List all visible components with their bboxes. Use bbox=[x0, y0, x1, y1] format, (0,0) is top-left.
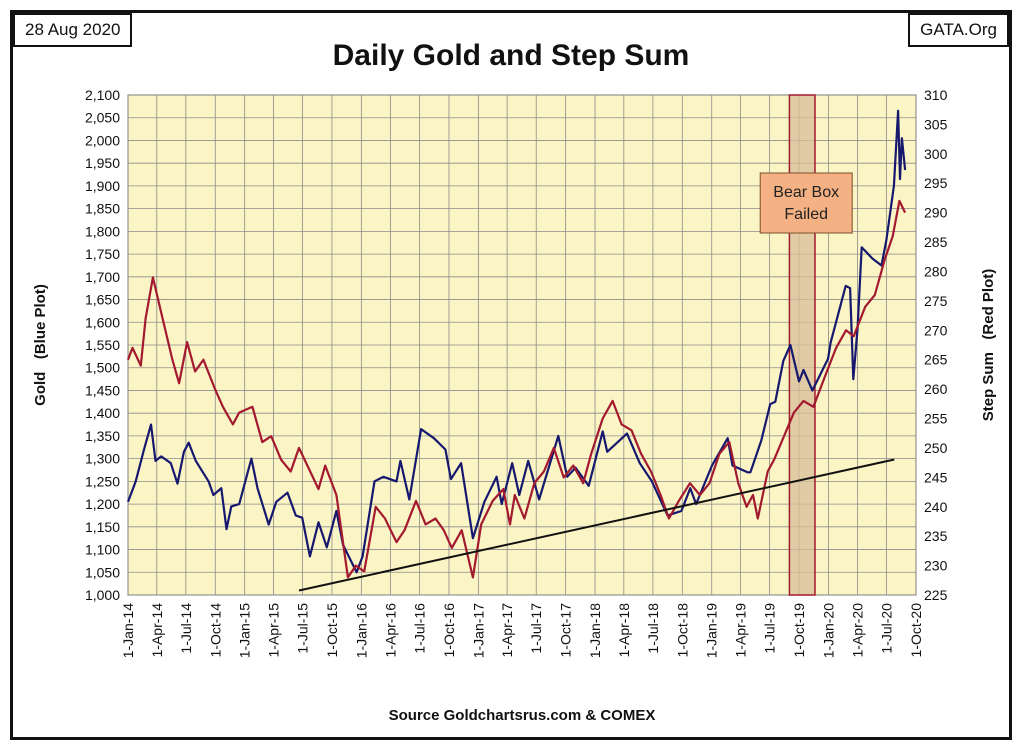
x-tick-label: 1-Jul-16 bbox=[412, 603, 428, 654]
step-sum-series-line bbox=[126, 199, 907, 579]
tick-labels: 1,000 1,050 1,100 1,150 1,200 1,250 1,300 1,350… bbox=[85, 87, 948, 658]
bear-box-annotation-line-1: Bear Box bbox=[773, 184, 839, 201]
trend-line bbox=[298, 458, 895, 592]
y-tick-label-right: 250 bbox=[924, 440, 948, 456]
x-tick-label: 1-Jul-18 bbox=[645, 603, 661, 654]
y-tick-label-left: 1,800 bbox=[85, 223, 120, 239]
x-tick-label: 1-Jul-17 bbox=[528, 603, 544, 654]
y-tick-label-right: 295 bbox=[924, 175, 948, 191]
x-tick-label: 1-Oct-16 bbox=[441, 603, 457, 658]
y-tick-label-right: 305 bbox=[924, 116, 948, 132]
y-tick-label-right: 240 bbox=[924, 499, 948, 515]
y-tick-label-left: 1,100 bbox=[85, 542, 120, 558]
gold-series-line bbox=[126, 109, 907, 574]
y-tick-label-right: 230 bbox=[924, 558, 948, 574]
y-tick-label-right: 225 bbox=[924, 587, 948, 603]
x-tick-label: 1-Apr-14 bbox=[149, 603, 165, 658]
x-tick-label: 1-Oct-18 bbox=[674, 603, 690, 658]
y-tick-label-left: 2,100 bbox=[85, 87, 120, 103]
y-tick-label-left: 1,350 bbox=[85, 428, 120, 444]
y-tick-label-right: 300 bbox=[924, 146, 948, 162]
x-tick-label: 1-Apr-17 bbox=[499, 603, 515, 658]
date-label: 28 Aug 2020 bbox=[13, 13, 133, 47]
y-tick-label-right: 245 bbox=[924, 469, 948, 485]
y-tick-label-right: 270 bbox=[924, 322, 948, 338]
bear-box-span bbox=[788, 94, 816, 596]
y-tick-label-right: 260 bbox=[924, 381, 948, 397]
y-tick-label-left: 1,300 bbox=[85, 451, 120, 467]
y-tick-label-left: 1,750 bbox=[85, 246, 120, 262]
bear-box-shading bbox=[788, 94, 816, 596]
y-tick-label-left: 1,700 bbox=[85, 269, 120, 285]
y-tick-label-left: 1,150 bbox=[85, 519, 120, 535]
y-tick-label-right: 275 bbox=[924, 293, 948, 309]
y-tick-label-left: 1,950 bbox=[85, 155, 120, 171]
bear-box-annotation-box bbox=[759, 172, 853, 234]
series-layer bbox=[126, 109, 907, 592]
y-tick-label-left: 1,600 bbox=[85, 314, 120, 330]
y-tick-label-right: 235 bbox=[924, 528, 948, 544]
y-tick-label-left: 1,550 bbox=[85, 337, 120, 353]
x-tick-label: 1-Oct-20 bbox=[908, 603, 924, 658]
y-tick-label-left: 1,650 bbox=[85, 292, 120, 308]
x-tick-label: 1-Apr-15 bbox=[265, 603, 281, 658]
site-label: GATA.Org bbox=[908, 13, 1009, 47]
x-tick-label: 1-Jan-19 bbox=[704, 603, 720, 658]
x-tick-label: 1-Oct-15 bbox=[324, 603, 340, 658]
y-axis-label-right: Step Sum (Red Plot) bbox=[980, 269, 997, 422]
y-tick-label-right: 310 bbox=[924, 87, 948, 103]
x-tick-label: 1-Jul-20 bbox=[879, 603, 895, 654]
y-tick-label-right: 280 bbox=[924, 263, 948, 279]
chart-frame: Daily Gold and Step Sum 1,000 1,050 1,100 1… bbox=[10, 10, 1012, 740]
x-tick-label: 1-Jan-16 bbox=[353, 603, 369, 658]
y-axis-label-left: Gold (Blue Plot) bbox=[32, 284, 49, 406]
chart-title: Daily Gold and Step Sum bbox=[333, 39, 690, 72]
y-tick-label-left: 1,400 bbox=[85, 405, 120, 421]
y-tick-label-left: 1,200 bbox=[85, 496, 120, 512]
y-tick-label-right: 285 bbox=[924, 234, 948, 250]
x-tick-label: 1-Jan-14 bbox=[120, 603, 136, 658]
y-tick-label-left: 1,450 bbox=[85, 382, 120, 398]
x-tick-label: 1-Jul-19 bbox=[762, 603, 778, 654]
x-tick-label: 1-Oct-19 bbox=[791, 603, 807, 658]
x-tick-label: 1-Apr-16 bbox=[382, 603, 398, 658]
y-tick-label-left: 2,000 bbox=[85, 132, 120, 148]
x-tick-label: 1-Jan-17 bbox=[470, 603, 486, 658]
y-tick-label-right: 265 bbox=[924, 352, 948, 368]
x-tick-label: 1-Jan-18 bbox=[587, 603, 603, 658]
y-tick-label-left: 1,500 bbox=[85, 360, 120, 376]
y-tick-label-left: 1,850 bbox=[85, 201, 120, 217]
x-tick-label: 1-Jan-20 bbox=[820, 603, 836, 658]
grid-lines bbox=[127, 94, 917, 596]
x-axis-label: Source Goldchartsrus.com & COMEX bbox=[389, 707, 656, 724]
x-tick-label: 1-Jul-15 bbox=[295, 603, 311, 654]
chart-canvas: Daily Gold and Step Sum 1,0001,0501,1001… bbox=[32, 39, 997, 724]
bear-box-annotation-line-2: Failed bbox=[784, 206, 828, 223]
x-tick-label: 1-Jan-15 bbox=[237, 603, 253, 658]
y-tick-label-right: 255 bbox=[924, 411, 948, 427]
y-tick-label-left: 1,250 bbox=[85, 473, 120, 489]
y-tick-label-left: 1,050 bbox=[85, 564, 120, 580]
x-tick-label: 1-Apr-20 bbox=[849, 603, 865, 658]
x-tick-label: 1-Apr-19 bbox=[732, 603, 748, 658]
x-tick-label: 1-Oct-17 bbox=[558, 603, 574, 658]
y-tick-label-left: 1,900 bbox=[85, 178, 120, 194]
x-tick-label: 1-Jul-14 bbox=[178, 603, 194, 654]
y-tick-label-right: 290 bbox=[924, 205, 948, 221]
y-tick-label-left: 1,000 bbox=[85, 587, 120, 603]
y-tick-label-left: 2,050 bbox=[85, 110, 120, 126]
x-tick-label: 1-Oct-14 bbox=[207, 603, 223, 658]
x-tick-label: 1-Apr-18 bbox=[616, 603, 632, 658]
